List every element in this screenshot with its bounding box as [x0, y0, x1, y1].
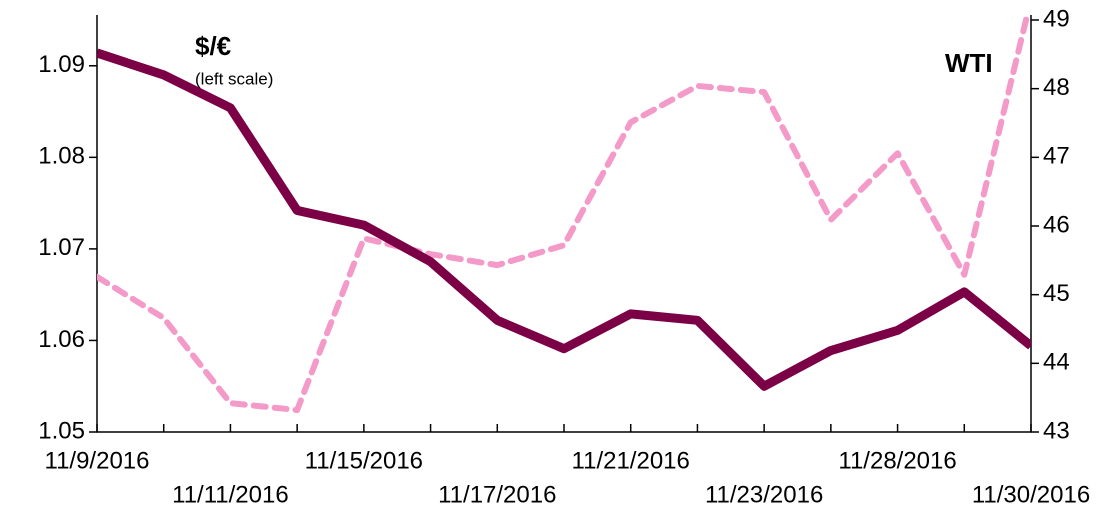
- x-tick-label: 11/9/2016: [45, 447, 150, 474]
- x-tick-label: 11/28/2016: [838, 447, 956, 474]
- series-line: [97, 15, 1031, 414]
- series-label: $/€: [195, 31, 231, 61]
- y2-tick-label: 43: [1043, 417, 1070, 444]
- x-tick-label: 11/21/2016: [572, 447, 690, 474]
- y2-tick-label: 46: [1043, 211, 1070, 238]
- annotation: (left scale): [195, 69, 273, 88]
- x-tick-label: 11/11/2016: [172, 481, 289, 508]
- y2-tick-label: 44: [1043, 349, 1070, 376]
- y-tick-label: 1.08: [38, 143, 85, 170]
- y2-tick-label: 45: [1043, 280, 1070, 307]
- series-label: WTI: [945, 48, 993, 78]
- y-tick-label: 1.09: [38, 51, 85, 78]
- x-tick-label: 11/30/2016: [972, 481, 1090, 508]
- y-tick-label: 1.05: [38, 417, 85, 444]
- y2-tick-label: 48: [1043, 74, 1070, 101]
- x-tick-label: 11/17/2016: [438, 481, 556, 508]
- x-tick-label: 11/23/2016: [705, 481, 823, 508]
- y2-tick-label: 49: [1043, 5, 1070, 32]
- y-tick-label: 1.07: [38, 234, 85, 261]
- series-line: [97, 48, 1031, 391]
- y2-tick-label: 47: [1043, 143, 1070, 170]
- x-tick-label: 11/15/2016: [305, 447, 423, 474]
- y-tick-label: 1.06: [38, 326, 85, 353]
